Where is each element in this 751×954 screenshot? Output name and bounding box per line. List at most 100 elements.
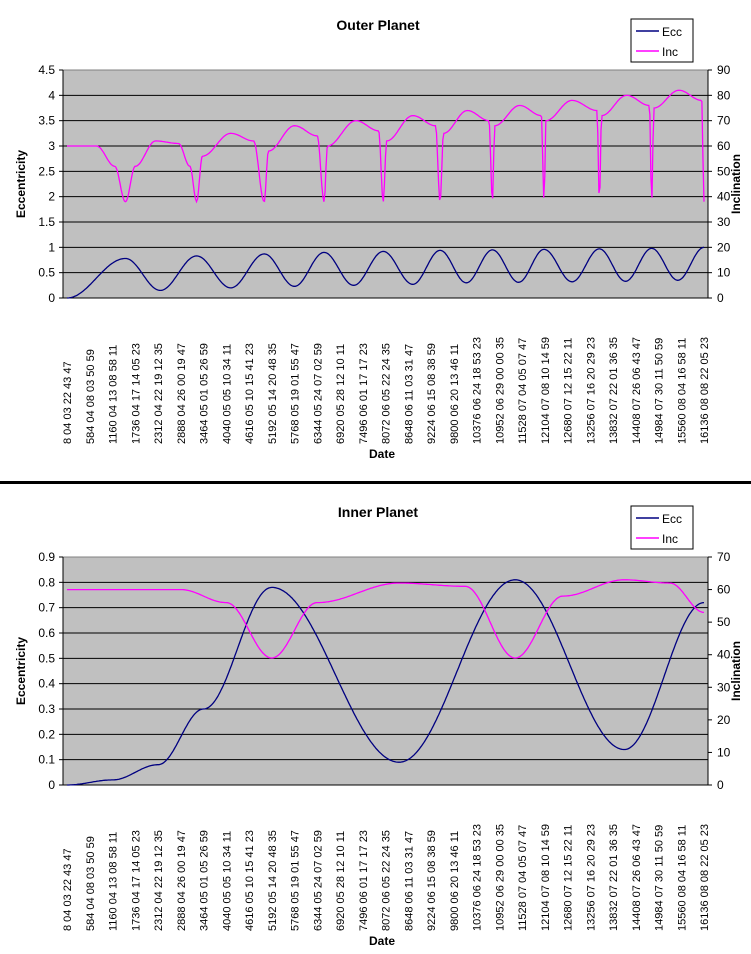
x-tick-label: 6344 05 24 07 02 59 [312,830,324,931]
x-tick-label: 1160 04 13 08 58 11 [108,832,120,931]
y-tick-label: 3 [48,139,55,153]
y-tick-label: 1 [48,240,55,254]
plot-area [62,556,709,786]
y2-tick-label: 60 [717,583,731,597]
legend-label: Inc [662,45,678,59]
y-tick-label: 0.1 [38,753,55,767]
x-tick-label: 13256 07 16 20 29 23 [585,824,597,931]
legend: Ecc Inc [630,18,694,63]
y-tick-label: 4.5 [38,63,55,77]
y-tick-label: 3.5 [38,114,55,128]
x-tick-label: 7496 06 01 17 17 23 [358,343,370,444]
x-tick-label: 16136 08 08 22 05 23 [699,824,711,931]
x-tick-label: 16136 08 08 22 05 23 [699,337,711,444]
x-tick-label: 8 04 03 22 43 47 [62,848,74,931]
x-tick-label: 11528 07 04 05 07 47 [517,338,529,444]
x-tick-label: 11528 07 04 05 07 47 [517,825,529,931]
y-tick-label: 0.5 [38,266,55,280]
x-tick-label: 1736 04 17 14 05 23 [130,343,142,444]
x-tick-label: 15560 08 04 16 58 11 [676,338,688,444]
y2-axis-title: Inclination [729,641,743,701]
outer-planet-chart: Outer Planet 0 0.5 1 1.5 2 2.5 3 3.5 4 4.5 0 10 20 30 4… [14,17,743,461]
x-tick-label: 5768 05 19 01 55 47 [290,343,302,444]
y2-tick-label: 0 [717,778,724,792]
x-tick-label: 10952 06 29 00 00 35 [494,337,506,444]
x-tick-label: 7496 06 01 17 17 23 [358,830,370,931]
x-tick-label: 584 04 08 03 50 59 [85,349,97,444]
x-tick-label: 10376 06 24 18 53 23 [472,337,484,444]
series-line-inc [67,579,705,659]
y-tick-label: 0.2 [38,727,55,741]
y-tick-label: 0 [48,291,55,305]
x-tick-label: 4616 05 10 15 41 23 [244,830,256,931]
x-axis-title: Date [369,447,395,461]
x-tick-label: 8648 06 11 03 31 47 [403,831,415,931]
series-line-ecc [67,246,705,299]
x-tick-label: 5192 05 14 20 48 35 [267,830,279,931]
y-tick-label: 0.8 [38,575,55,589]
x-tick-label: 5768 05 19 01 55 47 [290,830,302,931]
series-line-ecc [67,579,705,786]
x-tick-label: 6920 05 28 12 10 11 [335,344,347,444]
y-tick-label: 0.7 [38,601,55,615]
x-tick-label: 8072 06 05 22 24 35 [381,343,393,444]
x-tick-label: 4040 05 05 10 34 11 [221,344,233,444]
y-tick-label: 0.3 [38,702,55,716]
y2-tick-label: 90 [717,63,731,77]
x-tick-label: 2888 04 26 00 19 47 [176,343,188,444]
chart-title: Inner Planet [338,504,418,520]
y2-tick-label: 20 [717,713,731,727]
y2-tick-label: 10 [717,745,731,759]
chart-title: Outer Planet [336,17,420,33]
x-tick-label: 14984 07 30 11 50 59 [654,825,666,931]
x-tick-label: 13256 07 16 20 29 23 [585,337,597,444]
legend-label: Ecc [662,512,682,526]
x-tick-label: 4040 05 05 10 34 11 [221,831,233,931]
x-tick-label: 1160 04 13 08 58 11 [108,345,120,444]
y2-tick-label: 50 [717,164,731,178]
y-tick-label: 0 [48,778,55,792]
x-tick-label: 12680 07 12 15 22 11 [563,825,575,931]
x-tick-label: 584 04 08 03 50 59 [85,836,97,931]
x-tick-label: 8 04 03 22 43 47 [62,361,74,444]
x-tick-label: 9224 06 15 08 38 59 [426,830,438,931]
y2-tick-label: 10 [717,266,731,280]
y-tick-label: 1.5 [38,215,55,229]
chart-separator [0,481,751,484]
y-axis-title: Eccentricity [14,637,28,705]
y2-tick-label: 80 [717,88,731,102]
y-tick-label: 0.9 [38,550,55,564]
y2-tick-label: 30 [717,215,731,229]
y-tick-label: 4 [48,88,55,102]
y2-tick-label: 50 [717,615,731,629]
inner-planet-chart: Inner Planet 0 0.1 0.2 0.3 0.4 0.5 0.6 0.7 0.8 0.9… [14,504,743,948]
x-tick-label: 3464 05 01 05 26 59 [199,343,211,444]
x-tick-label: 3464 05 01 05 26 59 [199,830,211,931]
y2-tick-label: 70 [717,550,731,564]
x-tick-label: 8072 06 05 22 24 35 [381,830,393,931]
y-tick-label: 2 [48,190,55,204]
legend-label: Inc [662,532,678,546]
x-tick-label: 9800 06 20 13 46 11 [449,831,461,931]
legend: Ecc Inc [630,505,694,550]
y2-tick-label: 0 [717,291,724,305]
y-axis-title: Eccentricity [14,150,28,218]
x-tick-label: 13832 07 22 01 36 35 [608,824,620,931]
x-tick-label: 12104 07 08 10 14 59 [540,337,552,444]
y2-tick-label: 70 [717,114,731,128]
x-axis-title: Date [369,934,395,948]
x-tick-label: 13832 07 22 01 36 35 [608,337,620,444]
x-tick-label: 14408 07 26 06 43 47 [631,824,643,931]
x-tick-label: 14408 07 26 06 43 47 [631,337,643,444]
y2-tick-label: 30 [717,680,731,694]
y2-tick-label: 40 [717,648,731,662]
y2-tick-label: 60 [717,139,731,153]
x-tick-label: 12680 07 12 15 22 11 [563,338,575,444]
x-tick-label: 15560 08 04 16 58 11 [676,825,688,931]
x-tick-label: 9224 06 15 08 38 59 [426,343,438,444]
x-tick-label: 4616 05 10 15 41 23 [244,343,256,444]
x-tick-label: 6920 05 28 12 10 11 [335,831,347,931]
x-tick-label: 10952 06 29 00 00 35 [494,824,506,931]
x-tick-label: 2312 04 22 19 12 35 [153,343,165,444]
